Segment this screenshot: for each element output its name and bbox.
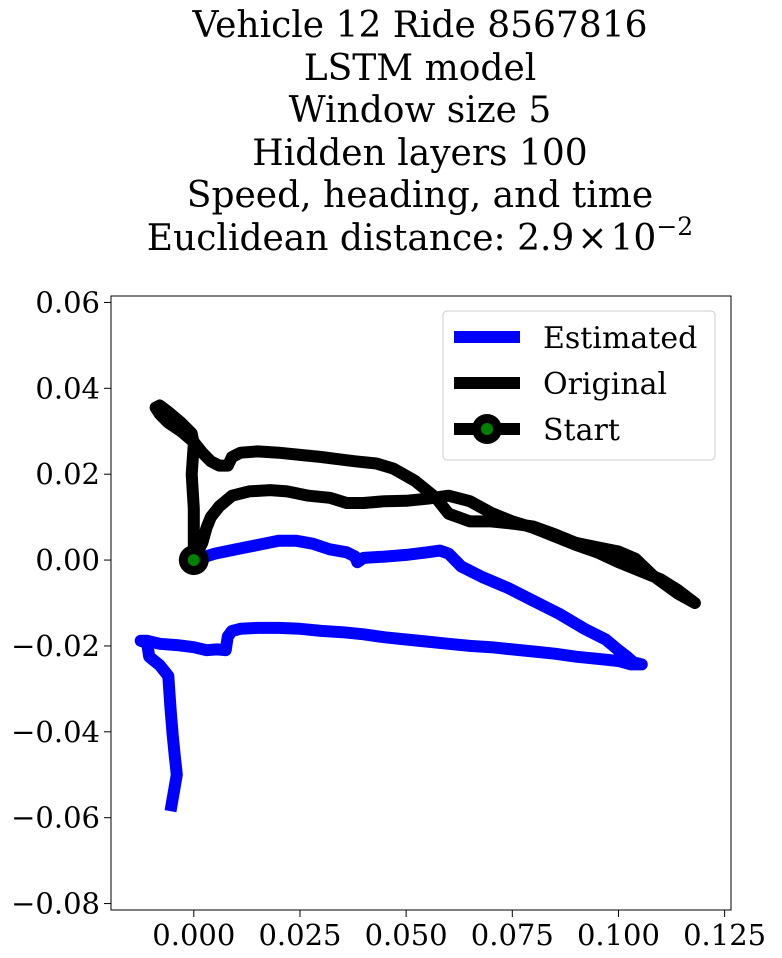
series-line-estimated bbox=[134, 534, 648, 813]
y-axis: 0.06 0.04 0.02 0.00 −0.02 −0.04 −0.06 −0.08 bbox=[11, 285, 111, 921]
series-line-original bbox=[149, 399, 701, 609]
title-line-3: Window size 5 bbox=[289, 90, 552, 131]
start-marker-dot bbox=[187, 554, 200, 567]
title-metric-exponent: −2 bbox=[656, 212, 693, 241]
legend-label-original: Original bbox=[543, 367, 667, 402]
x-tick-label: 0.025 bbox=[258, 918, 341, 952]
x-tick-label: 0.075 bbox=[471, 918, 554, 952]
y-tick-label: −0.04 bbox=[11, 715, 100, 749]
x-tick-label: 0.000 bbox=[152, 918, 235, 952]
y-tick-label: 0.00 bbox=[35, 543, 100, 577]
legend-label-start: Start bbox=[543, 413, 620, 448]
title-metric-base: 10 bbox=[611, 218, 657, 259]
y-tick-label: 0.04 bbox=[35, 371, 100, 405]
x-axis: 0.000 0.025 0.050 0.075 0.100 0.125 bbox=[152, 910, 766, 952]
plot-frame bbox=[110, 295, 732, 911]
x-tick-label: 0.100 bbox=[577, 918, 660, 952]
y-tick-label: −0.08 bbox=[11, 887, 100, 921]
x-tick-label: 0.050 bbox=[365, 918, 448, 952]
legend: Estimated Original Start bbox=[442, 310, 716, 461]
title-line-6: Euclidean distance: 2.9×10−2 bbox=[147, 212, 693, 259]
title-metric-prefix: Euclidean distance: 2.9 bbox=[147, 218, 575, 259]
title-line-4: Hidden layers 100 bbox=[252, 133, 587, 174]
title-line-1: Vehicle 12 Ride 8567816 bbox=[191, 5, 647, 46]
title-metric-times: × bbox=[577, 218, 607, 259]
legend-label-estimated: Estimated bbox=[543, 321, 697, 356]
title-line-5: Speed, heading, and time bbox=[187, 175, 653, 216]
chart-title: Vehicle 12 Ride 8567816 LSTM model Windo… bbox=[147, 5, 693, 259]
y-tick-label: 0.02 bbox=[35, 457, 100, 491]
title-line-2: LSTM model bbox=[304, 48, 537, 89]
y-tick-label: −0.02 bbox=[11, 629, 100, 663]
series-layer bbox=[134, 399, 701, 813]
legend-box bbox=[442, 310, 716, 461]
y-tick-label: −0.06 bbox=[11, 801, 100, 835]
y-tick-label: 0.06 bbox=[35, 285, 100, 319]
legend-swatch-start-dot bbox=[481, 423, 493, 435]
x-tick-label: 0.125 bbox=[683, 918, 766, 952]
